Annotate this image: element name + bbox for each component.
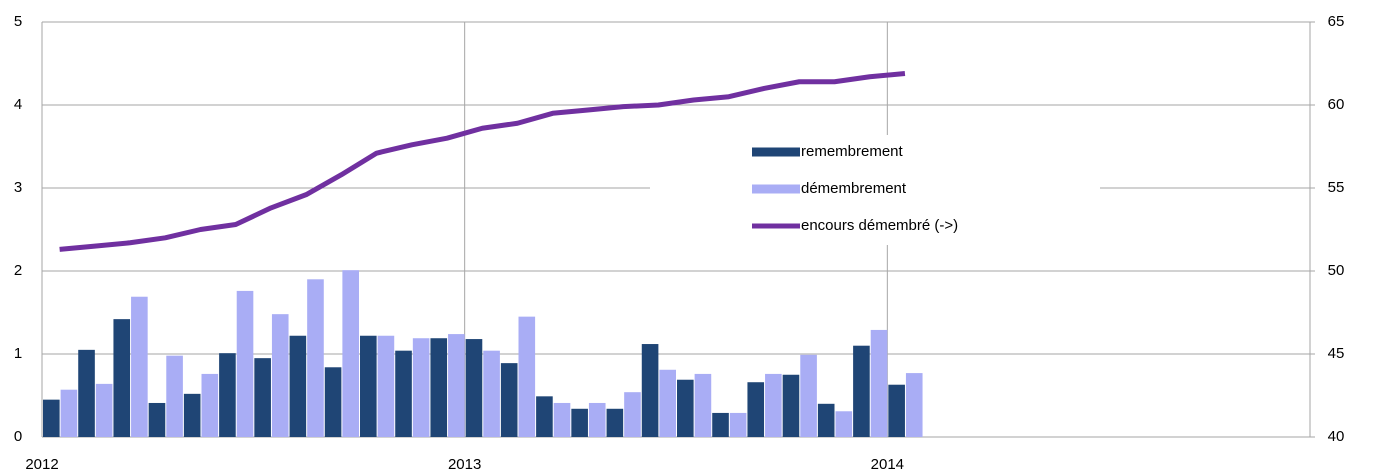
bar [500, 363, 518, 437]
bar [360, 335, 377, 437]
bar [712, 412, 729, 437]
y2-tick-label: 55 [1328, 179, 1345, 196]
line [59, 70, 906, 252]
bar [888, 384, 905, 437]
y-tick-label: 5 [14, 13, 22, 30]
y2-tick-label: 50 [1328, 262, 1345, 279]
bar [78, 349, 95, 437]
y2-tick-label: 65 [1328, 13, 1345, 30]
bar [324, 367, 342, 437]
bar [518, 316, 536, 437]
bar [113, 319, 131, 437]
bar [765, 373, 782, 437]
bar [166, 355, 183, 437]
legend-box [650, 135, 1100, 245]
bar [201, 373, 219, 437]
bar [624, 392, 641, 437]
y2-tick-label: 45 [1328, 345, 1345, 362]
y-tick-label: 0 [14, 428, 22, 445]
bar [430, 338, 448, 437]
bar [606, 408, 624, 437]
bar [747, 382, 765, 437]
bar [641, 344, 659, 437]
bar [395, 350, 412, 437]
bar [817, 403, 835, 437]
bar [465, 339, 483, 437]
bar [183, 393, 201, 437]
bar [782, 374, 800, 437]
y2-tick-label: 40 [1328, 428, 1345, 445]
bar [536, 396, 553, 437]
bar [219, 353, 236, 437]
bar [289, 335, 307, 437]
bar [905, 373, 923, 437]
bar [870, 329, 888, 437]
x-tick-label: 2014 [871, 456, 904, 473]
bar [553, 402, 571, 437]
bar [271, 314, 289, 437]
bar [835, 411, 853, 437]
x-tick-label: 2013 [448, 456, 481, 473]
bar [694, 373, 712, 437]
bar [131, 296, 148, 437]
x-tick-label: 2012 [25, 456, 58, 473]
bar [236, 290, 254, 437]
bar [60, 389, 78, 437]
legend-label: encours démembré (->) [801, 217, 958, 234]
bar [729, 412, 747, 437]
legend-label: démembrement [801, 180, 907, 197]
bar [448, 334, 465, 437]
bar [148, 402, 166, 437]
bar [588, 402, 606, 437]
legend-label: remembrement [801, 143, 904, 160]
y-tick-label: 4 [14, 96, 22, 113]
bar [43, 399, 60, 437]
y-tick-label: 2 [14, 262, 22, 279]
bar [412, 338, 430, 437]
y-tick-label: 3 [14, 179, 22, 196]
bar [95, 383, 113, 437]
bar [342, 270, 359, 437]
bar [307, 279, 324, 437]
bar [659, 369, 676, 437]
bar [800, 354, 817, 437]
bar [377, 335, 395, 437]
bar [483, 350, 500, 437]
bar [677, 379, 694, 437]
bar [853, 345, 870, 437]
y2-tick-label: 60 [1328, 96, 1345, 113]
y-tick-label: 1 [14, 345, 22, 362]
bar [571, 408, 588, 437]
bar [254, 358, 271, 437]
